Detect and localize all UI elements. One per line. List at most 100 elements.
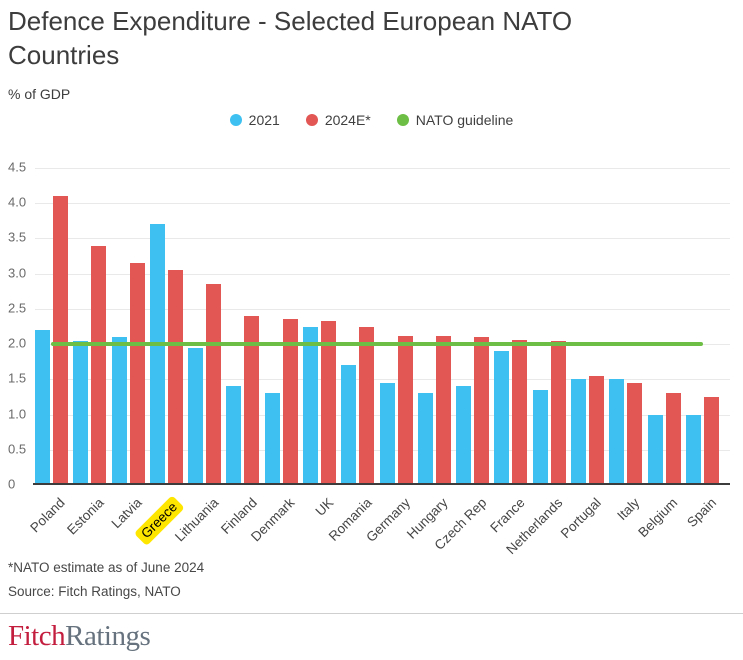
bar-2021-latvia	[111, 337, 127, 485]
bar-2024e-romania	[359, 326, 375, 485]
legend-item-2021: 2021	[229, 112, 280, 128]
y-tick-label-1.0: 1.0	[8, 405, 27, 421]
bar-2021-hungary	[417, 393, 433, 485]
bar-2021-germany	[379, 382, 395, 485]
y-tick-label-2.0: 2.0	[8, 335, 27, 351]
gridline-3.0	[35, 273, 730, 275]
plot-area: Poland Estonia Latvia Greece Lithuania Finlan…	[28, 168, 730, 557]
bar-group-poland: Poland	[28, 168, 68, 535]
bar-2024e-hungary	[435, 336, 451, 485]
y-tick-label-2.5: 2.5	[8, 300, 27, 316]
y-tick-label-1.5: 1.5	[8, 370, 27, 386]
legend-label: 2024E*	[324, 112, 371, 128]
y-tick-label-4.0: 4.0	[8, 194, 27, 210]
bar-2021-lithuania	[188, 347, 204, 485]
y-tick-label-0.5: 0.5	[8, 441, 27, 457]
gridline-1.5	[35, 379, 730, 381]
gridline-4.0	[35, 203, 730, 205]
bar-2021-uk	[302, 326, 318, 485]
footnote-source: Source: Fitch Ratings, NATO	[8, 584, 181, 599]
bar-2021-spain	[685, 414, 701, 485]
x-axis-label-portugal: Portugal	[557, 495, 605, 542]
bar-group-lithuania: Lithuania	[172, 168, 222, 544]
bar-group-greece: Greece	[133, 168, 186, 547]
bar-2024e-latvia	[129, 263, 145, 485]
bar-group-romania: Romania	[326, 168, 375, 544]
bar-2024e-finland	[244, 315, 260, 485]
bar-group-spain: Spain	[684, 168, 719, 530]
bar-2021-estonia	[73, 340, 89, 485]
bar-group-italy: Italy	[609, 168, 643, 523]
bar-2024e-estonia	[91, 245, 107, 485]
y-axis-unit-label: % of GDP	[8, 86, 71, 102]
legend-marker-2024e-icon	[305, 114, 318, 126]
bar-2024e-belgium	[665, 393, 681, 485]
legend-marker-2021-icon	[229, 114, 242, 126]
bar-2024e-germany	[397, 335, 413, 485]
legend: 2021 2024E* NATO guideline	[0, 112, 743, 128]
legend-label: 2021	[248, 112, 280, 128]
footer-divider	[0, 613, 743, 614]
bar-group-czech-rep: Czech Rep	[431, 168, 490, 553]
bar-group-hungary: Hungary	[404, 168, 451, 542]
bar-2024e-spain	[703, 396, 719, 485]
legend-item-nato-guideline: NATO guideline	[396, 112, 514, 128]
bar-2024e-netherlands	[550, 340, 566, 485]
bar-series-container: Poland Estonia Latvia Greece Lithuania Finlan…	[28, 168, 719, 557]
y-tick-label-4.5: 4.5	[8, 159, 27, 175]
bar-2024e-denmark	[282, 319, 298, 485]
bar-group-latvia: Latvia	[109, 168, 145, 531]
footnote-estimate: *NATO estimate as of June 2024	[8, 560, 205, 575]
x-axis-label-uk: UK	[312, 495, 337, 519]
bar-2021-czech-rep	[456, 386, 472, 485]
bar-group-belgium: Belgium	[636, 168, 681, 540]
bar-group-uk: UK	[302, 168, 336, 519]
bar-2024e-portugal	[588, 375, 604, 485]
nato-guideline-line	[51, 342, 703, 347]
legend-label: NATO guideline	[415, 112, 514, 128]
gridline-4.5	[35, 168, 730, 169]
legend-item-2024e: 2024E*	[305, 112, 371, 128]
bar-group-germany: Germany	[363, 168, 413, 545]
legend-marker-nato-guideline-icon	[396, 114, 409, 126]
y-axis-tick-labels: 4.5 4.0 3.5 3.0 2.5 2.0 1.5 1.0 0.5 0	[8, 159, 34, 491]
bar-2021-netherlands	[532, 389, 548, 485]
bar-2021-greece	[149, 224, 165, 485]
bar-group-denmark: Denmark	[248, 168, 298, 544]
bar-group-finland: Finland	[218, 168, 260, 537]
bar-2024e-france	[512, 339, 528, 485]
bar-2021-italy	[609, 379, 625, 485]
bar-2021-france	[494, 351, 510, 485]
fitch-ratings-logo: FitchRatings	[8, 620, 151, 653]
x-axis-label-spain: Spain	[683, 495, 719, 531]
x-axis-label-poland: Poland	[27, 495, 69, 536]
y-tick-label-3.5: 3.5	[8, 229, 27, 245]
y-tick-label-3.0: 3.0	[8, 264, 27, 280]
x-axis-label-latvia: Latvia	[108, 495, 145, 532]
page-title: Defence Expenditure - Selected European …	[8, 6, 573, 71]
bar-group-france: France	[487, 168, 528, 535]
gridline-2.5	[35, 308, 730, 310]
logo-ratings: Ratings	[65, 620, 151, 652]
bar-2024e-czech-rep	[474, 337, 490, 485]
bar-2024e-poland	[53, 196, 68, 485]
x-axis-label-belgium: Belgium	[635, 495, 681, 541]
logo-fitch: Fitch	[8, 620, 66, 652]
bar-group-netherlands: Netherlands	[504, 168, 566, 557]
bar-2021-denmark	[264, 393, 280, 485]
bar-group-portugal: Portugal	[558, 168, 604, 541]
bar-2021-poland	[35, 330, 50, 485]
x-axis-label-italy: Italy	[614, 495, 643, 524]
bar-2021-finland	[226, 386, 242, 485]
x-axis-label-estonia: Estonia	[63, 495, 107, 538]
bar-2024e-lithuania	[206, 284, 222, 485]
bar-2024e-uk	[320, 320, 336, 485]
bar-2021-portugal	[570, 379, 586, 485]
bar-group-estonia: Estonia	[64, 168, 107, 537]
bar-2024e-greece	[167, 270, 183, 485]
bar-2021-romania	[341, 365, 357, 485]
x-axis-line	[33, 483, 730, 485]
y-tick-label-0: 0	[8, 476, 16, 492]
bar-2024e-italy	[627, 382, 643, 485]
